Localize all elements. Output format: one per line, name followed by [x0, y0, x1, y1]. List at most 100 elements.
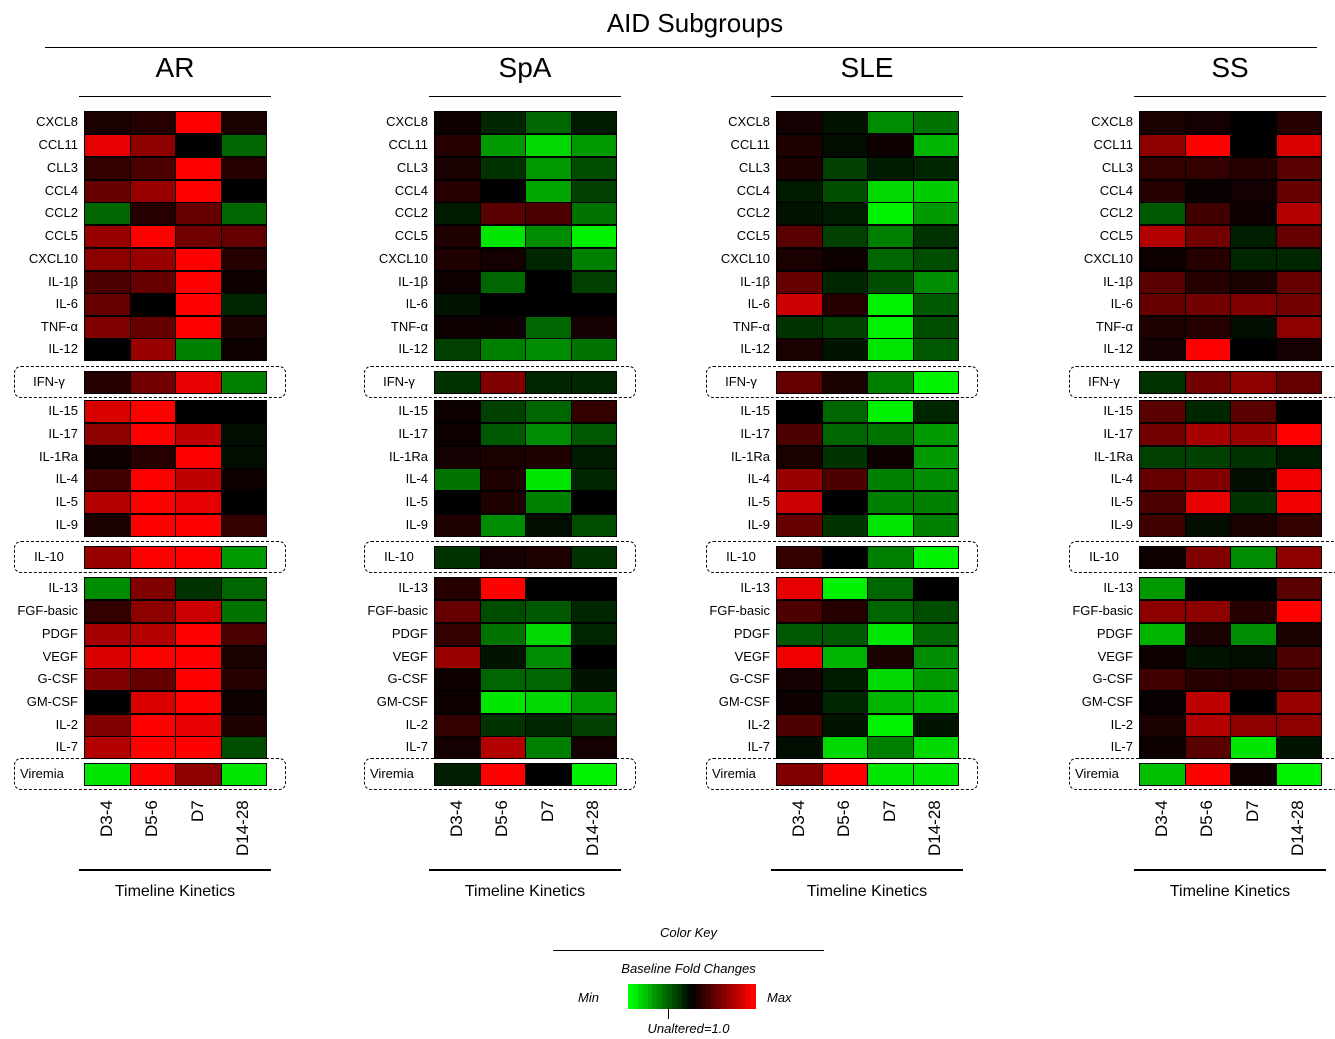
- heatmap-cell: [129, 445, 176, 470]
- row-label-cxcl10: CXCL10: [28, 251, 78, 266]
- color-key-swatch: [662, 984, 668, 1009]
- boxed-row-frame: [14, 366, 286, 398]
- row-label-il-12: IL-12: [48, 341, 78, 356]
- heatmap-cell: [570, 690, 617, 715]
- heatmap-cell: [1184, 667, 1231, 692]
- heatmap-cell: [1184, 247, 1231, 272]
- heatmap-cell: [821, 467, 868, 492]
- heatmap-cell: [1230, 645, 1277, 670]
- heatmap-cell: [867, 247, 914, 272]
- heatmap-cell: [434, 467, 481, 492]
- heatmap-cell: [479, 599, 526, 624]
- heatmap-cell: [821, 315, 868, 340]
- heatmap-cell: [479, 622, 526, 647]
- heatmap-cell: [175, 270, 222, 295]
- column-label-d14-28: D14-28: [925, 800, 945, 856]
- heatmap-cell: [912, 690, 959, 715]
- row-label-il-10: IL-10: [384, 549, 414, 564]
- color-key-swatch: [632, 984, 639, 1009]
- heatmap-cell: [525, 156, 572, 181]
- column-label-d7: D7: [187, 800, 207, 822]
- heatmap-cell: [525, 337, 572, 362]
- heatmap-cell: [1230, 422, 1277, 447]
- heatmap-cell: [175, 445, 222, 470]
- row-label-il-4: IL-4: [405, 471, 428, 486]
- heatmap-cell: [129, 513, 176, 538]
- heatmap-cell: [912, 224, 959, 249]
- heatmap-cell: [1275, 110, 1322, 135]
- heatmap-cell: [479, 179, 526, 204]
- column-label-d7: D7: [537, 800, 557, 822]
- heatmap-cell: [129, 315, 176, 340]
- boxed-row-frame: [364, 541, 636, 573]
- heatmap-cell: [1184, 622, 1231, 647]
- color-key-swatch: [671, 984, 678, 1009]
- color-key-gradient-bar: [628, 984, 756, 1009]
- heatmap-cell: [434, 513, 481, 538]
- heatmap-cell: [1139, 179, 1186, 204]
- heatmap-cell: [821, 690, 868, 715]
- heatmap-cell: [1230, 270, 1277, 295]
- heatmap-cell: [570, 201, 617, 226]
- color-key-swatch: [686, 984, 693, 1009]
- heatmap-cell: [175, 133, 222, 158]
- boxed-row-frame: [364, 366, 636, 398]
- color-key-min-label: Min: [578, 990, 599, 1005]
- heatmap-cell: [434, 247, 481, 272]
- heatmap-cell: [776, 315, 823, 340]
- heatmap-cell: [220, 133, 267, 158]
- heatmap-cell: [912, 292, 959, 317]
- row-label-il-17: IL-17: [1103, 426, 1133, 441]
- heatmap-cell: [821, 270, 868, 295]
- heatmap-cell: [1139, 270, 1186, 295]
- heatmap-cell: [525, 645, 572, 670]
- heatmap-cell: [84, 422, 131, 447]
- row-label-ccl11: CCL11: [38, 137, 78, 152]
- heatmap-cell: [570, 645, 617, 670]
- column-label-d5-6: D5-6: [1197, 800, 1217, 837]
- heatmap-cell: [84, 399, 131, 424]
- heatmap-cell: [220, 315, 267, 340]
- row-label-il-15: IL-15: [740, 403, 770, 418]
- heatmap-cell: [129, 179, 176, 204]
- heatmap-cell: [1275, 599, 1322, 624]
- heatmap-cell: [912, 422, 959, 447]
- heatmap-cell: [912, 467, 959, 492]
- row-label-ccl2: CCL2: [736, 205, 770, 220]
- column-label-d14-28: D14-28: [1288, 800, 1308, 856]
- row-label-cll3: CLL3: [46, 160, 78, 175]
- heatmap-cell: [867, 513, 914, 538]
- heatmap-cell: [1139, 667, 1186, 692]
- row-label-ccl11: CCL11: [388, 137, 428, 152]
- heatmap-cell: [1275, 292, 1322, 317]
- heatmap-cell: [175, 110, 222, 135]
- heatmap-cell: [776, 370, 823, 395]
- boxed-row-frame: [14, 758, 286, 790]
- row-label-il-2: IL-2: [55, 717, 78, 732]
- heatmap-cell: [912, 667, 959, 692]
- heatmap-cell: [1184, 337, 1231, 362]
- heatmap-cell: [84, 247, 131, 272]
- heatmap-cell: [821, 292, 868, 317]
- heatmap-cell: [129, 690, 176, 715]
- boxed-row-frame: [1069, 541, 1335, 573]
- heatmap-cell: [867, 762, 914, 787]
- heatmap-cell: [867, 201, 914, 226]
- heatmap-cell: [867, 422, 914, 447]
- row-label-il-5: IL-5: [1110, 494, 1133, 509]
- row-label-ifn: IFN-γ: [383, 374, 415, 389]
- boxed-row-frame: [706, 541, 978, 573]
- heatmap-cell: [434, 445, 481, 470]
- heatmap-cell: [570, 545, 617, 570]
- heatmap-cell: [912, 490, 959, 515]
- heatmap-cell: [776, 179, 823, 204]
- heatmap-cell: [1139, 713, 1186, 738]
- panel-top-rule: [429, 96, 621, 97]
- heatmap-cell: [1275, 247, 1322, 272]
- heatmap-cell: [821, 762, 868, 787]
- heatmap-cell: [220, 110, 267, 135]
- heatmap-cell: [220, 156, 267, 181]
- row-label-il-7: IL-7: [405, 739, 428, 754]
- row-label-cxcl10: CXCL10: [378, 251, 428, 266]
- heatmap-cell: [525, 110, 572, 135]
